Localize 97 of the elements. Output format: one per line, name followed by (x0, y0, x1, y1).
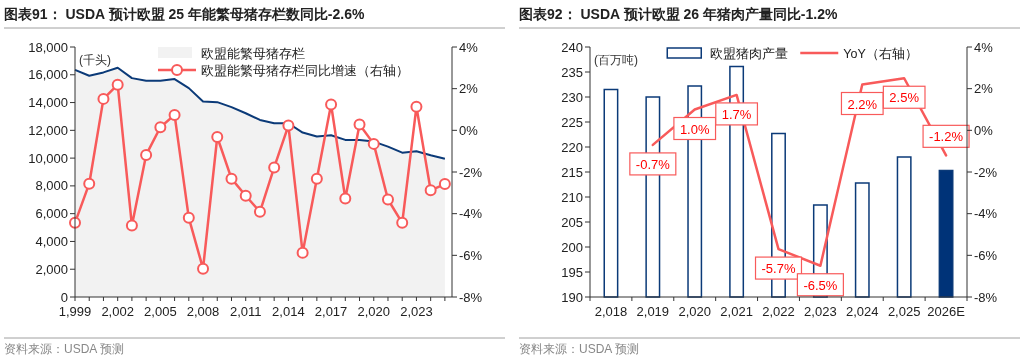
y2-tick-label: -6% (459, 247, 483, 263)
data-label: -6.5% (803, 277, 838, 293)
x-tick-label: 1,999 (58, 304, 92, 319)
x-tick-label: 2,019 (636, 304, 670, 319)
point (239, 189, 252, 202)
x-tick-label: 2,008 (186, 304, 220, 319)
point (339, 192, 352, 205)
point (268, 161, 281, 174)
point (353, 118, 366, 131)
point (253, 205, 266, 218)
legend-label: 欧盟猪肉产量 (710, 47, 789, 61)
y-tick-label: 12,000 (28, 122, 68, 138)
x-tick-label: 2,025 (887, 304, 921, 319)
point (367, 137, 380, 150)
y-tick-label: 6,000 (35, 206, 68, 222)
chart-title: 图表92： USDA 预计欧盟 26 年猪肉产量同比-1.2% (519, 6, 838, 22)
y2-tick-label: -6% (974, 247, 998, 263)
y2-tick-label: 2% (459, 81, 479, 97)
point (140, 148, 153, 161)
legend-label: 欧盟能繁母猪存栏同比增速（右轴） (201, 64, 409, 78)
x-tick-label: 2,021 (720, 304, 753, 319)
y2-tick-label: 0% (974, 122, 994, 138)
y2-tick-label: 0% (459, 122, 479, 138)
x-tick-label: 2,023 (400, 304, 433, 319)
y-tick-label: 10,000 (28, 150, 68, 166)
point (296, 246, 309, 259)
y-tick-label: 215 (561, 164, 583, 180)
data-label: -0.7% (635, 156, 671, 172)
point (325, 98, 338, 111)
point (97, 92, 110, 105)
y-tick-label: 220 (561, 139, 583, 155)
point (410, 100, 423, 113)
point (182, 211, 195, 224)
y-tick-label: 14,000 (28, 95, 68, 111)
y-tick-label: 205 (561, 214, 583, 230)
y-tick-label: 195 (561, 264, 583, 280)
y-tick-label: 210 (561, 189, 583, 205)
text: 资料来源：USDA 预测 (4, 342, 125, 356)
x-tick-label: 2,022 (762, 304, 795, 319)
data-label: 2.2% (847, 96, 878, 112)
y-axis-title: (百万吨) (594, 53, 638, 67)
y-tick-label: 2,000 (35, 261, 68, 277)
x-tick-label: 2,005 (144, 304, 177, 319)
point (396, 216, 409, 229)
x-tick-label: 2,002 (101, 304, 134, 319)
y-tick-label: 200 (561, 239, 583, 255)
point (424, 184, 437, 197)
y-tick-label: 18,000 (28, 39, 68, 55)
y-tick-label: 0 (60, 289, 68, 305)
y-tick-label: 16,000 (28, 67, 68, 83)
x-tick-label: 2,014 (272, 304, 305, 319)
point (381, 193, 394, 206)
point (197, 262, 210, 275)
y2-tick-label: -4% (974, 206, 998, 222)
x-tick-label: 2,018 (594, 304, 628, 319)
y-tick-label: 240 (561, 39, 583, 55)
y2-tick-label: 2% (974, 81, 994, 97)
x-tick-label: 2,023 (804, 304, 837, 319)
point (225, 172, 238, 185)
point (111, 78, 124, 91)
data-label: 1.7% (721, 106, 752, 122)
y-tick-label: 8,000 (35, 178, 68, 194)
point (168, 108, 181, 121)
point (154, 121, 167, 134)
data-label: -1.2% (929, 129, 964, 145)
point (83, 177, 96, 190)
y2-tick-label: 4% (459, 39, 479, 55)
x-tick-label: 2,017 (314, 304, 348, 319)
point (211, 131, 224, 143)
x-tick-label: 2,024 (846, 304, 879, 319)
x-tick-label: 2026E (927, 304, 966, 319)
y2-tick-label: -4% (459, 206, 483, 222)
point (282, 119, 295, 132)
y-tick-label: 225 (561, 114, 583, 130)
x-tick-label: 2,020 (678, 304, 711, 319)
text: 资料来源：USDA 预测 (519, 342, 640, 356)
legend-label: 欧盟能繁母猪存栏 (201, 47, 305, 61)
data-label: -5.7% (761, 261, 796, 277)
point (125, 219, 138, 232)
legend-label: YoY（右轴） (843, 47, 918, 61)
x-tick-label: 2,020 (357, 304, 391, 319)
y-tick-label: 235 (561, 64, 583, 80)
y-tick-label: 4,000 (35, 233, 68, 249)
y2-tick-label: -8% (459, 289, 483, 305)
x-tick-label: 2,011 (229, 304, 262, 319)
y2-tick-label: -8% (974, 289, 998, 305)
point (438, 178, 451, 191)
y2-tick-label: -2% (974, 164, 998, 180)
point (310, 172, 323, 185)
y2-tick-label: -2% (459, 164, 483, 180)
y2-tick-label: 4% (974, 39, 994, 55)
y-tick-label: 190 (561, 289, 583, 305)
y-axis-title: (千头) (79, 53, 111, 67)
y-tick-label: 230 (561, 89, 583, 105)
data-label: 2.5% (889, 90, 920, 106)
chart-title: 图表91： USDA 预计欧盟 25 年能繁母猪存栏数同比-2.6% (4, 6, 365, 22)
data-label: 1.0% (679, 121, 710, 137)
